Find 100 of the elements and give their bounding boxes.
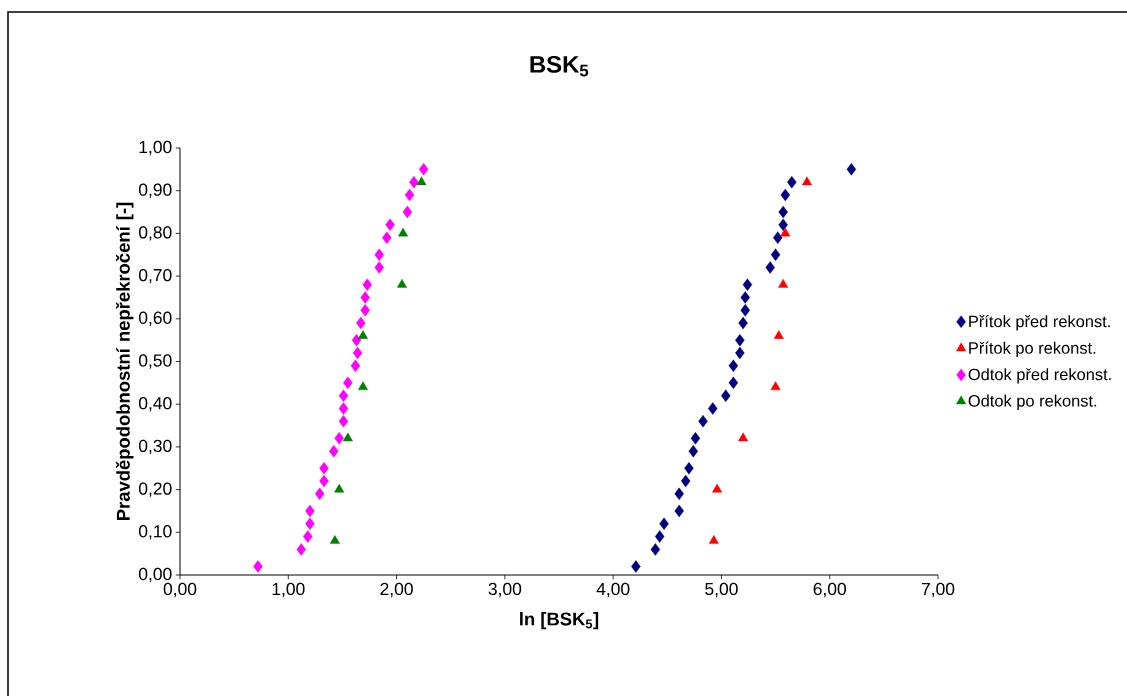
legend-label: Přítok po rekonst.	[969, 341, 1096, 358]
point	[780, 227, 791, 237]
point	[778, 278, 789, 288]
point	[684, 462, 694, 475]
y-tick-label: 0,80	[138, 226, 172, 241]
point	[350, 359, 361, 372]
point	[338, 402, 349, 415]
point	[846, 163, 857, 176]
point	[780, 188, 791, 202]
point	[765, 261, 775, 274]
point	[690, 432, 701, 445]
point	[787, 175, 797, 189]
y-tick-label: 0,10	[138, 525, 172, 540]
point	[674, 487, 684, 501]
point	[404, 188, 415, 202]
point	[802, 176, 812, 186]
point	[416, 176, 427, 186]
point	[343, 376, 353, 390]
point	[742, 278, 753, 291]
x-tick-label: 3,00	[488, 582, 522, 598]
point	[402, 205, 413, 219]
point	[770, 248, 781, 261]
y-tick-label: 0,60	[138, 311, 172, 326]
point	[409, 175, 419, 189]
x-tick-label: 2,00	[380, 582, 413, 598]
point	[253, 560, 263, 573]
point	[631, 560, 641, 573]
y-tick-label: 0,20	[138, 482, 172, 497]
point	[356, 316, 366, 330]
y-axis-title: Pravděpodobnostní nepřekročení [-]	[115, 202, 134, 521]
y-tick-label: 0,00	[138, 567, 172, 583]
point	[296, 543, 306, 556]
legend-label: Přítok před rekonst.	[969, 314, 1110, 331]
y-tick-label: 0,70	[138, 268, 172, 284]
point	[314, 487, 325, 501]
point	[398, 227, 409, 237]
point	[329, 444, 339, 458]
legend-label: Odtok po rekonst.	[968, 394, 1097, 410]
point	[305, 517, 315, 530]
point	[338, 415, 349, 428]
point	[698, 415, 708, 428]
point	[708, 402, 718, 415]
y-tick-label: 0,90	[138, 183, 172, 198]
point	[303, 530, 313, 543]
point	[712, 483, 723, 493]
point	[735, 333, 745, 347]
x-axis-title: ln [BSK$_{5}$]	[520, 612, 599, 630]
point	[740, 291, 750, 304]
point	[778, 205, 788, 219]
point	[374, 261, 384, 274]
point	[778, 218, 788, 232]
point	[360, 304, 370, 317]
point	[374, 248, 384, 261]
point	[650, 543, 661, 556]
point	[352, 346, 363, 360]
chart-title: BSK$_{5}$	[530, 55, 589, 77]
point	[773, 330, 784, 339]
point	[319, 462, 329, 475]
point	[334, 483, 345, 493]
x-tick-label: 0,00	[163, 582, 197, 598]
point	[738, 316, 748, 330]
point	[674, 504, 684, 518]
point	[338, 389, 349, 402]
point	[728, 376, 739, 390]
point	[362, 278, 373, 291]
point	[305, 504, 315, 518]
point	[738, 432, 749, 442]
point	[397, 278, 407, 288]
point	[385, 218, 395, 232]
point	[688, 444, 698, 458]
point	[319, 474, 329, 488]
point	[329, 535, 340, 544]
point	[382, 231, 392, 244]
point	[728, 359, 739, 372]
point	[418, 163, 429, 176]
point	[360, 291, 370, 304]
x-tick-label: 1,00	[272, 582, 305, 598]
point	[740, 304, 750, 317]
point	[681, 474, 691, 488]
y-tick-label: 0,40	[138, 397, 172, 412]
point	[659, 517, 669, 530]
x-tick-label: 6,00	[813, 582, 846, 598]
point	[770, 381, 781, 391]
x-tick-label: 7,00	[921, 582, 955, 598]
legend-label: Odtok před rekonst.	[968, 368, 1111, 384]
point	[708, 535, 719, 544]
y-tick-label: 1,00	[139, 140, 172, 156]
point	[735, 346, 745, 360]
x-tick-label: 4,00	[596, 582, 630, 598]
point	[351, 333, 362, 347]
point	[655, 530, 665, 543]
point	[342, 432, 353, 442]
point	[773, 231, 783, 244]
y-tick-label: 0,50	[138, 354, 172, 369]
x-tick-label: 5,00	[705, 582, 738, 598]
point	[358, 381, 368, 391]
point	[721, 389, 731, 402]
point	[334, 432, 344, 445]
y-tick-label: 0,30	[138, 439, 172, 455]
point	[358, 330, 368, 339]
